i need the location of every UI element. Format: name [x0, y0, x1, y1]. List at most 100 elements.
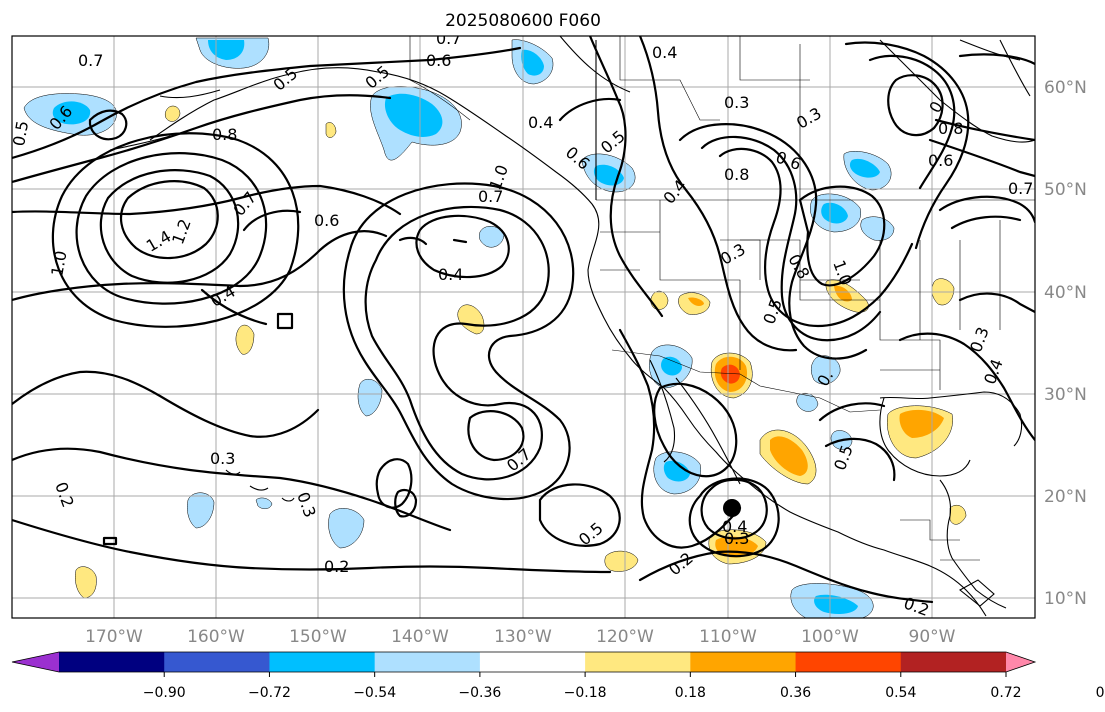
shade-blob: [328, 508, 365, 549]
contour-line: [700, 135, 882, 342]
latitude-labels: 60°N 50°N 40°N 30°N 20°N 10°N: [1044, 78, 1087, 609]
shade-blob: [604, 550, 639, 572]
colorbar-tick-label: −0.90: [143, 685, 186, 701]
contour-line: [99, 169, 240, 284]
colorbar-tick-label: 0.36: [780, 685, 811, 701]
contour-line: [887, 74, 944, 137]
contour-line: [12, 447, 452, 532]
contour-line: [618, 328, 742, 549]
contour-line: [342, 182, 575, 501]
contour-line: [653, 382, 738, 478]
lon-label: 140°W: [391, 627, 449, 647]
contour-line: [12, 46, 522, 160]
contour-label: 0.7: [478, 187, 503, 206]
contour-line: [938, 195, 1035, 230]
lon-label: 110°W: [699, 627, 757, 647]
shade-blob: [384, 93, 443, 137]
state-borders: [659, 200, 1001, 390]
contour-line: [638, 36, 798, 352]
shade-blob: [521, 49, 544, 76]
contour-line: [364, 205, 550, 481]
colorbar-tick-label: −0.72: [248, 685, 291, 701]
contour-label: 0.3: [210, 449, 235, 468]
state-borders: [600, 231, 940, 371]
colorbar-tick-label: −0.54: [353, 685, 396, 701]
shade-blob: [661, 356, 682, 376]
shade-blob: [235, 324, 255, 355]
contour-label: 0.6: [928, 151, 953, 170]
colorbar-tick-label: −0.36: [458, 685, 501, 701]
graticule: [12, 36, 1035, 618]
coastline: [149, 67, 987, 617]
contour-label: 0.7: [1008, 179, 1033, 198]
contour-line: [51, 132, 300, 328]
shade-blob: [208, 40, 245, 60]
contour-label: 0.8: [724, 165, 749, 184]
contour-line: [638, 550, 934, 604]
lon-label: 130°W: [494, 627, 552, 647]
contour-label: 0.8: [938, 119, 963, 138]
lat-label: 50°N: [1044, 180, 1087, 200]
contour-line: [88, 109, 128, 141]
contour-line: [868, 54, 956, 190]
colorbar-segments: [12, 652, 1035, 672]
contour-line: [75, 152, 268, 305]
colorbar-tick-label: 0.72: [990, 685, 1021, 701]
contour-line: [276, 312, 294, 330]
contour-line: [558, 36, 664, 318]
shade-blob: [770, 436, 808, 476]
colorbar-segment: [585, 652, 691, 672]
contour-line: [538, 483, 621, 547]
shade-blob: [187, 492, 215, 529]
contour-line: [102, 536, 118, 546]
contour-label: 0.4: [528, 113, 553, 132]
storm-center-marker: [723, 499, 741, 517]
lon-label: 160°W: [187, 627, 245, 647]
contour-lines: [12, 36, 1035, 604]
contour-line: [12, 518, 612, 574]
coastline: [959, 579, 995, 607]
gulf-coast: [879, 391, 1023, 477]
contour-label: 1.0: [47, 249, 70, 277]
map-panel: 0.7 0.7 0.6 0.4 0.5 0.5 0.6 0.5 0.8 0.4 …: [9, 35, 1036, 619]
shade-blob: [849, 158, 880, 178]
colorbar-segment: [795, 652, 902, 672]
contour-line: [688, 477, 780, 558]
map-title: 2025080600 F060: [445, 11, 601, 31]
colorbar-tick-label: 0.54: [885, 685, 916, 701]
lon-label: 170°W: [85, 627, 143, 647]
shade-blob: [325, 122, 337, 138]
contour-label: 0.8: [212, 125, 237, 144]
contour-line: [12, 370, 320, 438]
contour-line: [452, 238, 468, 244]
shade-blob: [457, 304, 485, 335]
contour-line: [958, 292, 1035, 314]
contour-line: [898, 332, 1035, 442]
shade-blob: [814, 594, 858, 614]
contour-line: [844, 41, 970, 250]
contour-label: 0.5: [9, 119, 32, 147]
contour-line: [12, 94, 392, 184]
contour-label: 0.3: [724, 93, 749, 112]
contour-line: [200, 209, 302, 326]
colorbar-segment: [479, 652, 586, 672]
colorbar-segment: [690, 652, 797, 672]
contour-label: 0.6: [314, 211, 339, 230]
shade-blob: [720, 364, 740, 384]
shade-blob: [650, 290, 669, 310]
colorbar-segment: [59, 652, 165, 672]
contour-line: [12, 184, 402, 216]
contour-label: 0.4: [438, 265, 463, 284]
lat-label: 40°N: [1044, 283, 1087, 303]
contour-line: [467, 410, 525, 462]
coastline: [559, 36, 631, 200]
lon-label: 150°W: [289, 627, 347, 647]
central-america-coast: [939, 479, 1007, 609]
shade-blob: [52, 101, 91, 125]
colorbar-segment: [900, 652, 1007, 672]
shade-blob: [479, 226, 505, 248]
lat-label: 60°N: [1044, 78, 1087, 98]
colorbar-segment: [374, 652, 481, 672]
